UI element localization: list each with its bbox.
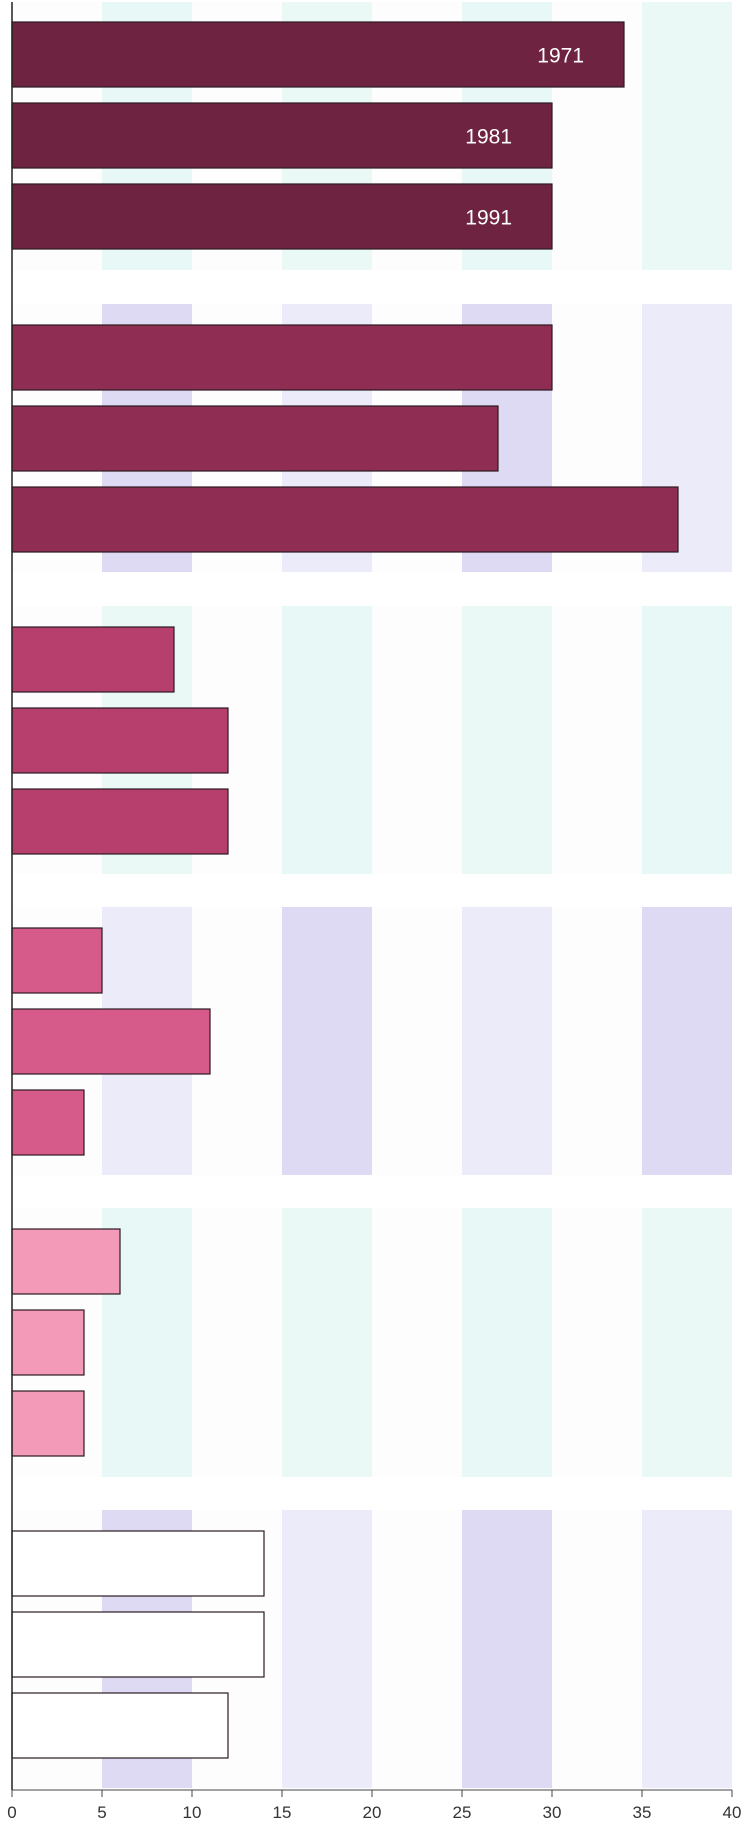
grid-band bbox=[642, 606, 732, 874]
grid-band bbox=[462, 1510, 552, 1788]
bar bbox=[11, 486, 679, 553]
grid-band bbox=[372, 907, 462, 1175]
grid-band bbox=[372, 1208, 462, 1477]
grid-band bbox=[642, 2, 732, 270]
bar bbox=[11, 1228, 121, 1295]
grid-band bbox=[552, 606, 642, 874]
x-tick-label: 25 bbox=[453, 1803, 472, 1822]
bar bbox=[11, 21, 625, 88]
bar bbox=[11, 707, 229, 774]
bar bbox=[11, 102, 553, 169]
bar bbox=[11, 183, 553, 250]
grid-band bbox=[282, 907, 372, 1175]
grid-band bbox=[642, 1510, 732, 1788]
grid-band bbox=[462, 1208, 552, 1477]
bar bbox=[11, 1692, 229, 1759]
grid-band bbox=[192, 1208, 282, 1477]
x-tick-label: 30 bbox=[543, 1803, 562, 1822]
bar bbox=[11, 1611, 265, 1678]
bar bbox=[11, 1008, 211, 1075]
grid-band bbox=[372, 606, 462, 874]
bar bbox=[11, 1530, 265, 1597]
bar bbox=[11, 324, 553, 391]
grid-band bbox=[642, 907, 732, 1175]
grid-band bbox=[552, 1208, 642, 1477]
series-label: 1991 bbox=[465, 207, 512, 230]
x-tick-label: 20 bbox=[363, 1803, 382, 1822]
x-tick-label: 5 bbox=[97, 1803, 106, 1822]
x-tick-labels: 0 5 10 15 20 25 30 35 40 bbox=[7, 1790, 741, 1822]
grid-bands bbox=[12, 2, 732, 1788]
bar bbox=[11, 626, 175, 693]
bar bbox=[11, 1390, 85, 1457]
grid-band bbox=[552, 907, 642, 1175]
x-tick-label: 35 bbox=[633, 1803, 652, 1822]
bar bbox=[11, 1309, 85, 1376]
x-tick-label: 40 bbox=[723, 1803, 742, 1822]
grid-band bbox=[642, 1208, 732, 1477]
x-tick-label: 15 bbox=[273, 1803, 292, 1822]
series-label: 1981 bbox=[465, 126, 512, 149]
bar bbox=[11, 927, 103, 994]
bars: 1971 1981 1991 bbox=[11, 21, 679, 1759]
grid-band bbox=[462, 907, 552, 1175]
grid-band bbox=[282, 1208, 372, 1477]
grid-band bbox=[462, 606, 552, 874]
bar bbox=[11, 1089, 85, 1156]
grid-band bbox=[552, 1510, 642, 1788]
x-tick-label: 0 bbox=[7, 1803, 16, 1822]
bar bbox=[11, 405, 499, 472]
series-label: 1971 bbox=[537, 45, 584, 68]
grid-band bbox=[372, 1510, 462, 1788]
grid-band bbox=[282, 1510, 372, 1788]
bar bbox=[11, 788, 229, 855]
x-tick-label: 10 bbox=[183, 1803, 202, 1822]
grid-band bbox=[282, 606, 372, 874]
